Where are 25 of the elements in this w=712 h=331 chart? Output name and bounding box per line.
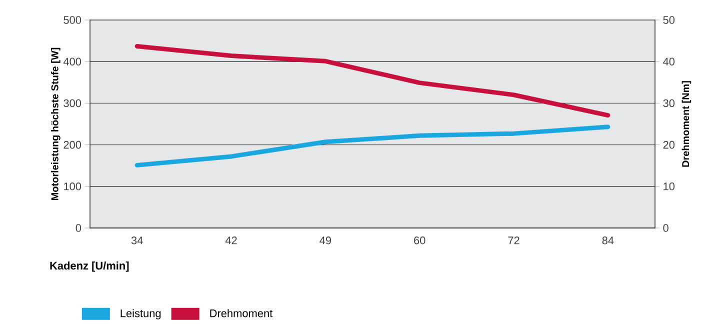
x-axis-title: Kadenz [U/min] (50, 262, 129, 272)
y2-tick-label: 0 (663, 224, 668, 232)
legend-label: Drehmoment (210, 309, 273, 318)
y-tick-label: 400 (63, 58, 82, 66)
x-tick-label: 60 (414, 236, 426, 244)
y-tick-label: 500 (64, 16, 82, 24)
y-tick-label: 200 (64, 140, 82, 149)
x-tick-label: 72 (508, 236, 520, 244)
x-tick-label: 49 (320, 236, 331, 244)
x-tick-label: 84 (602, 236, 614, 244)
y-tick-label: 0 (76, 224, 82, 232)
x-tick-label: 34 (131, 236, 143, 244)
line-series (134, 44, 610, 118)
y-axis-title: Motorleistung höchste Stufe [W] (51, 48, 60, 200)
y2-tick-label: 30 (663, 99, 675, 108)
line-series (134, 124, 610, 168)
y2-tick-label: 40 (663, 58, 675, 66)
y-tick-label: 100 (64, 182, 82, 190)
y2-tick-label: 50 (663, 16, 675, 24)
y2-tick-label: 20 (663, 140, 675, 149)
y2-tick-label: 10 (664, 182, 675, 190)
x-tick-label: 42 (225, 236, 237, 244)
y2-axis-title: Drehmoment [Nm] (682, 81, 692, 167)
legend-label: Leistung (120, 309, 161, 320)
y-tick-label: 300 (64, 99, 82, 108)
